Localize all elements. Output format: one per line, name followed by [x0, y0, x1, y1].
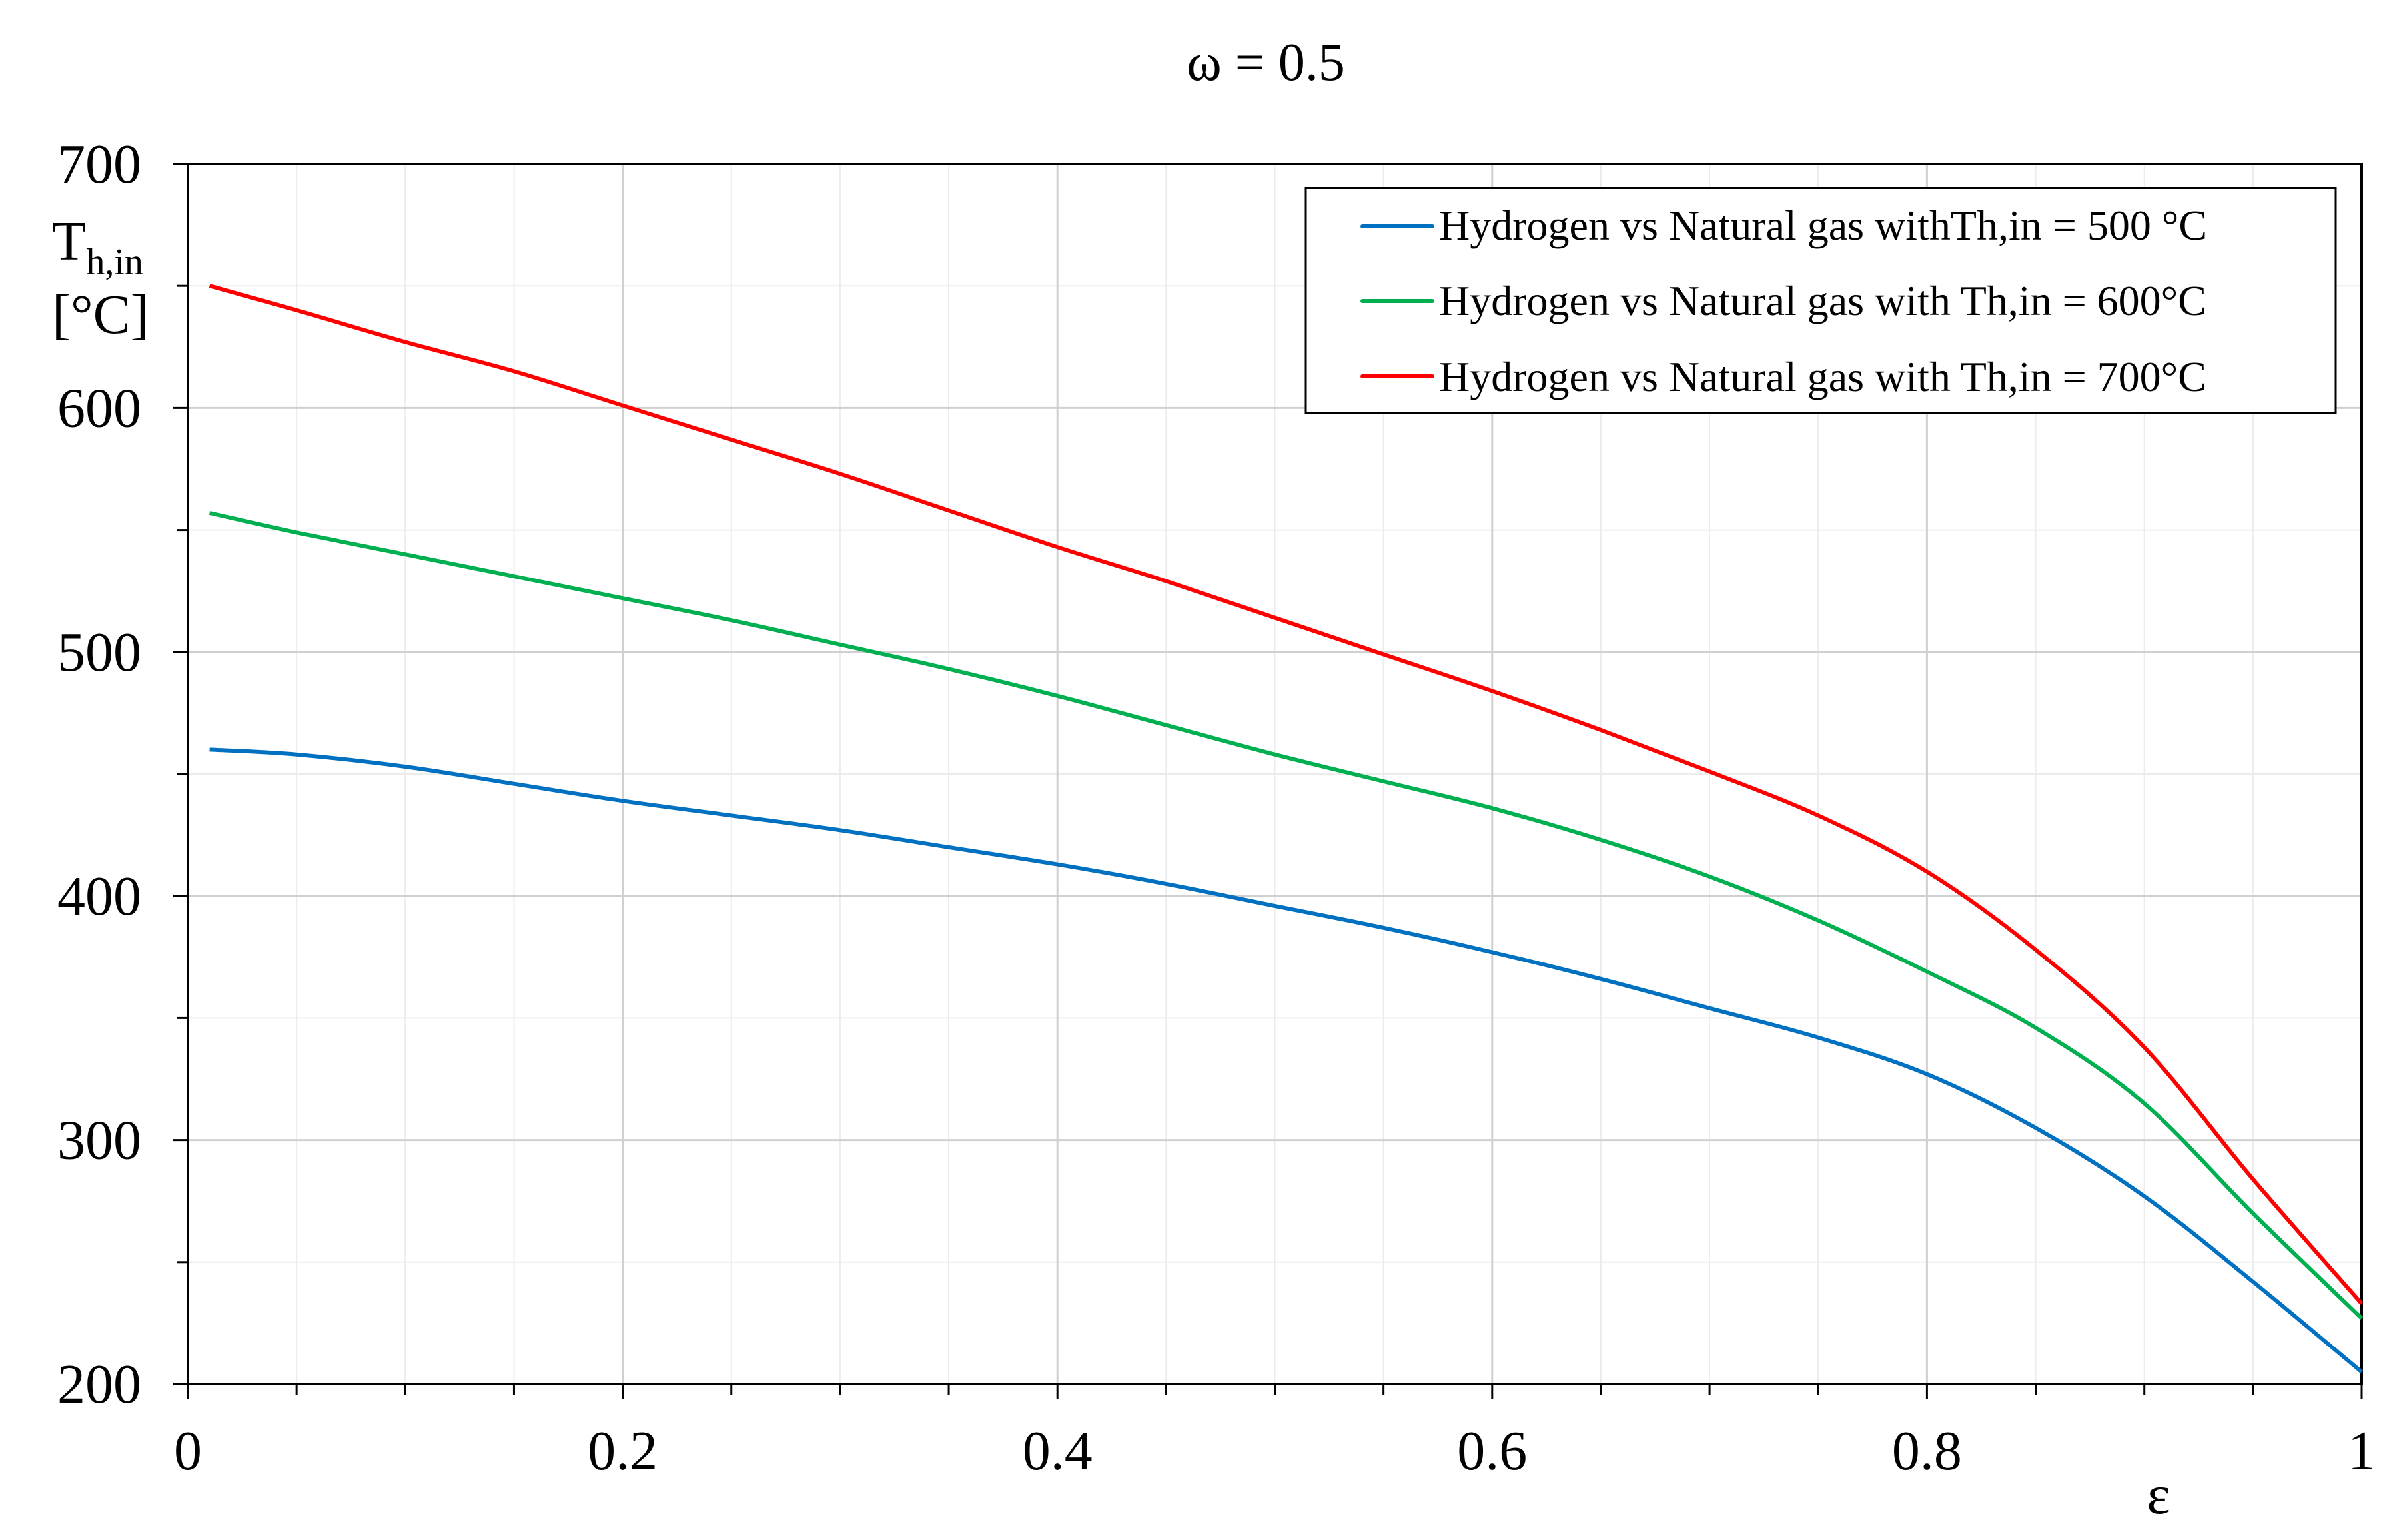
chart-title: ω = 0.5 [1187, 33, 1345, 92]
legend-label: Hydrogen vs Natural gas withTh,in = 500 … [1439, 202, 2207, 249]
legend-entry: Hydrogen vs Natural gas with Th,in = 700… [1360, 353, 2206, 400]
y-axis-label-subscript: h,in [86, 242, 143, 283]
x-tick-label: 0 [174, 1420, 202, 1482]
svg-text:Th,in: Th,in [52, 210, 143, 283]
legend-entry: Hydrogen vs Natural gas with Th,in = 600… [1360, 277, 2206, 324]
data-series [209, 284, 2364, 1374]
legend-entry: Hydrogen vs Natural gas withTh,in = 500 … [1360, 202, 2207, 249]
series-line-1 [209, 747, 2363, 1374]
y-tick-label: 400 [57, 865, 141, 927]
x-tick-label: 0.4 [1023, 1420, 1093, 1482]
legend-label: Hydrogen vs Natural gas with Th,in = 600… [1439, 277, 2206, 324]
y-tick-label: 200 [57, 1353, 141, 1415]
x-tick-label: 0.6 [1457, 1420, 1527, 1482]
y-axis-label-unit: [°C] [52, 284, 149, 346]
y-tick-label: 700 [57, 133, 141, 195]
x-axis-label: ε [2147, 1464, 2170, 1526]
y-axis-label-main: T [52, 210, 86, 272]
y-tick-label: 600 [57, 377, 141, 439]
series-line-2 [209, 511, 2364, 1320]
series-line-3 [209, 284, 2364, 1306]
y-tick-label: 500 [57, 621, 141, 683]
legend-label: Hydrogen vs Natural gas with Th,in = 700… [1439, 353, 2206, 400]
x-tick-label: 0.8 [1892, 1420, 1962, 1482]
axes [173, 163, 2363, 1399]
y-axis-label: Th,in [°C] [52, 210, 149, 346]
y-tick-label: 300 [57, 1110, 141, 1172]
legend: Hydrogen vs Natural gas withTh,in = 500 … [1304, 187, 2337, 414]
x-tick-label: 0.2 [588, 1420, 658, 1482]
legend-box [1304, 187, 2337, 414]
tick-labels: 0 0.2 0.4 0.6 0.8 1 200 300 400 500 600 700 [57, 133, 2376, 1482]
x-tick-label: 1 [2348, 1420, 2376, 1482]
